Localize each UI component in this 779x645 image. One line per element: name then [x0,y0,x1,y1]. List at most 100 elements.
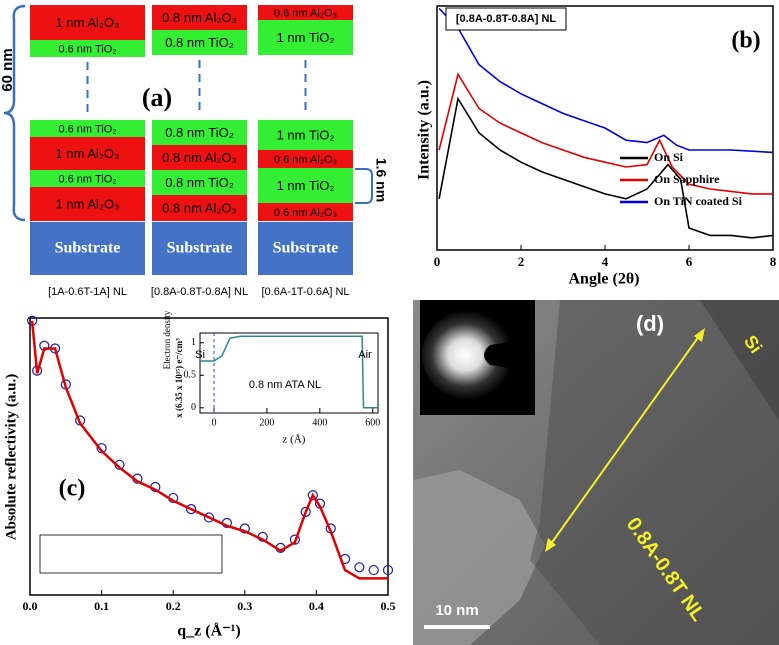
x-axis-label: Angle (2θ) [568,271,639,288]
layer [30,120,145,137]
layer [258,203,353,221]
layer-label: 0.8 nm Al₂O₃ [162,10,237,25]
y-tick-label: 0.5 [184,370,197,381]
substrate [258,222,353,275]
arrow-head [694,328,705,342]
substrate [30,222,145,275]
data-line [438,72,773,195]
layer-label: 0.6 nm Al₂O₃ [274,7,337,19]
x-tick-label: 8 [770,254,777,269]
legend-label: On Sapphire [654,172,720,186]
layer [30,40,145,57]
x-tick-label: 0 [212,417,217,428]
arrow-head [545,538,556,552]
substrate-label: Substrate [167,240,233,257]
data-point [382,564,394,576]
chart-b: 0 2 4 6 8 On Si On Sapphire On TiN coated Si [434,5,777,269]
thickness-label: 60 nm [0,48,16,91]
x-tick-label: 0.0 [23,599,38,613]
plot-frame [29,317,389,596]
stack-name: [1A-0.6T-1A] NL [48,286,127,298]
panel-label: (d) [636,311,664,336]
panel-label: (a) [142,83,172,112]
layer-label: 0.8 nm Al₂O₃ [162,150,237,165]
x-tick-label: 0.3 [237,599,252,613]
layer [258,120,353,150]
x-tick-label: 0.4 [309,599,324,613]
x-tick-label: 600 [365,417,380,428]
data-point [186,504,197,515]
x-tick-label: 0.1 [94,599,109,613]
layer [152,145,247,170]
x-tick-label: 0.5 [381,599,396,613]
data-point [354,562,365,573]
legend-label: On TiN coated Si [654,194,743,208]
x-tick-label: 0.2 [166,599,181,613]
layer [30,187,145,221]
x-tick-label: 0 [434,254,441,269]
film-region [530,300,779,645]
data-point [239,523,250,534]
thickness-brace [3,4,26,222]
x-tick-label: 2 [518,254,525,269]
stack-name: [0.6A-1T-0.6A] NL [261,286,349,298]
diffraction-glow [422,310,518,400]
layer [152,5,247,30]
si-region [700,300,779,420]
layer [30,170,145,187]
layer-label: 1 nm Al₂O₃ [56,15,120,30]
layer-label: 0.6 nm TiO₂ [58,43,116,55]
layer-label: 0.6 nm TiO₂ [58,123,116,135]
substrate [152,222,247,275]
data-point [307,490,318,501]
x-tick-label: 400 [312,417,327,428]
layer [258,5,353,20]
y-tick-label: 1 [191,337,196,348]
data-line [30,320,388,580]
inset-annotation: 0.8 nm ATA NL [249,379,321,391]
layer-label: 0.8 nm Al₂O₃ [162,200,237,215]
y-axis-label: Absolute reflectivity (a.u.) [3,374,19,540]
title-box [445,7,567,31]
data-point [300,506,311,517]
data-line [200,335,378,409]
inset-annotation: Si [195,349,205,361]
scale-label: 10 nm [435,602,478,619]
inset-y-unit: x (6.35 x 10¹⁵) e⁻/cm³ [174,338,184,418]
layer-label: 0.8 nm TiO₂ [165,125,234,140]
layer-label: 1 nm Al₂O₃ [56,196,120,211]
inset-annotation: Air [358,349,372,361]
y-axis-label: Intensity (a.u.) [416,80,433,180]
film-edge [413,470,545,645]
layer [258,150,353,168]
panel-label: (c) [59,476,86,502]
data-line [438,7,774,154]
legend-box [39,534,223,574]
data-point [289,534,301,545]
layer-label: 0.6 nm Al₂O₃ [274,207,337,219]
layer [152,120,247,145]
legend-label: On Si [654,150,684,164]
data-point [203,512,215,523]
layer [30,5,145,40]
layer [258,20,353,55]
period-label: 1.6 nm [373,158,389,202]
layer [258,168,353,203]
chart-c: 0.00.10.20.30.40.5Measured XRR (on Si)Ca… [23,315,396,613]
layer-label: 1 nm TiO₂ [277,30,335,45]
x-tick-label: 6 [686,254,693,269]
micrograph: (d) Si 0.8A-0.8T NL 10 nm [413,300,779,645]
layer [30,137,145,170]
layer [152,195,247,221]
layer [152,170,247,195]
panel-a: 1 nm Al₂O₃ 0.6 nm TiO₂ 0.6 nm TiO₂ 1 nm Al₂… [30,5,353,298]
layer-label: 0.8 nm TiO₂ [165,35,234,50]
inset-y-label: Electron density [162,310,172,369]
thickness-arrow [547,331,703,549]
x-tick-label: 200 [259,417,274,428]
layer-label: 0.8 nm TiO₂ [165,175,234,190]
y-tick-label: 0 [191,402,196,413]
substrate-label: Substrate [55,240,121,257]
plot-frame [199,332,379,414]
